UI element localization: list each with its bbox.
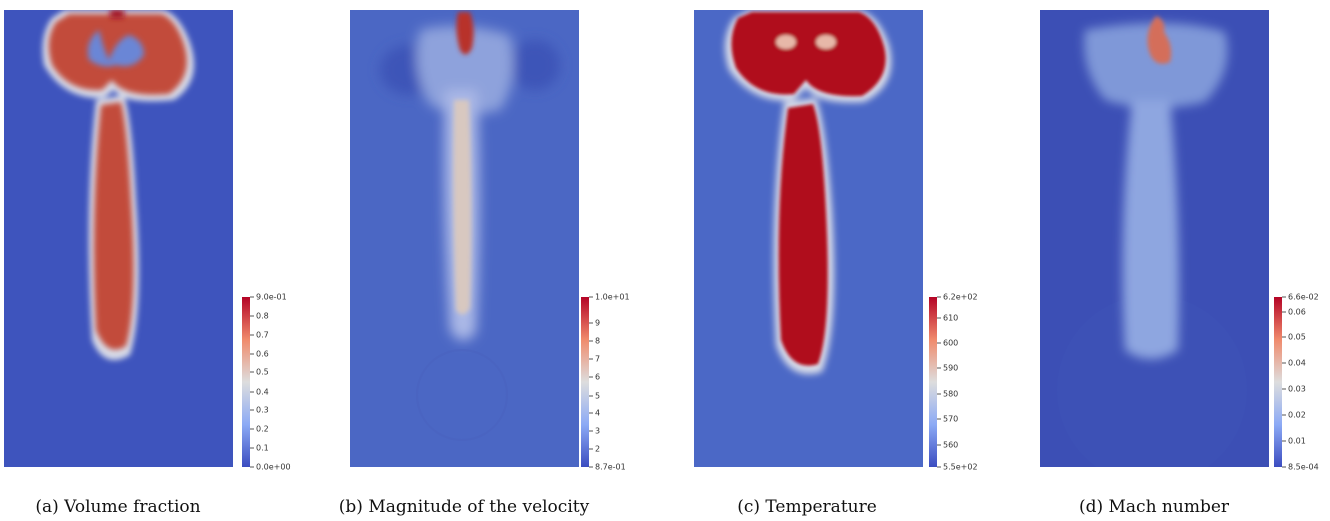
- volume-fraction-colorbar-ticks: 9.0e-01 0.8 0.7 0.6 0.5 0.4 0.3 0.2 0.1 …: [250, 293, 310, 472]
- temperature-colorbar: [929, 297, 937, 467]
- panel-volume-fraction: 9.0e-01 0.8 0.7 0.6 0.5 0.4 0.3 0.2 0.1 …: [0, 0, 332, 521]
- colorbar-tick: 0.01: [1282, 436, 1306, 445]
- colorbar-tick: 0.04: [1282, 359, 1306, 368]
- colorbar-tick: 6.2e+02: [937, 293, 978, 302]
- mach-number-colorbar: [1274, 297, 1282, 467]
- colorbar-tick: 0.06: [1282, 307, 1306, 316]
- colorbar-tick: 9: [589, 318, 600, 327]
- colorbar-tick: 0.2: [250, 425, 269, 434]
- colorbar-tick: 2: [589, 445, 600, 454]
- colorbar-tick: 0.03: [1282, 385, 1306, 394]
- colorbar-tick: 8: [589, 337, 600, 346]
- temperature-field-image: [694, 10, 923, 467]
- colorbar-tick: 8.7e-01: [589, 463, 626, 472]
- colorbar-tick: 0.05: [1282, 333, 1306, 342]
- colorbar-tick: 6.6e-02: [1282, 293, 1319, 302]
- colorbar-tick: 0.0e+00: [250, 463, 291, 472]
- velocity-magnitude-field-image: [350, 10, 579, 467]
- colorbar-tick: 0.5: [250, 368, 269, 377]
- panel-temperature: 6.2e+02 610 600 590 580 570 560 5.5e+02 …: [690, 0, 1022, 521]
- mach-number-colorbar-ticks: 6.6e-02 0.06 0.05 0.04 0.03 0.02 0.01 8.…: [1282, 293, 1330, 472]
- colorbar-tick: 4: [589, 409, 600, 418]
- velocity-magnitude-colorbar-ticks: 1.0e+01 9 8 7 6 5 4 3 2 8.7e-01: [589, 293, 649, 472]
- colorbar-tick: 5.5e+02: [937, 463, 978, 472]
- panel-velocity-magnitude: 1.0e+01 9 8 7 6 5 4 3 2 8.7e-01 (b) Magn…: [339, 0, 678, 521]
- colorbar-tick: 600: [937, 338, 958, 347]
- mach-number-field-image: [1040, 10, 1269, 467]
- caption-velocity-magnitude: (b) Magnitude of the velocity: [338, 497, 590, 517]
- colorbar-tick: 0.8: [250, 311, 269, 320]
- colorbar-tick: 560: [937, 440, 958, 449]
- colorbar-tick: 0.3: [250, 406, 269, 415]
- colorbar-tick: 0.1: [250, 444, 269, 453]
- colorbar-tick: 610: [937, 314, 958, 323]
- colorbar-tick: 580: [937, 389, 958, 398]
- colorbar-tick: 1.0e+01: [589, 293, 630, 302]
- colorbar-tick: 5: [589, 391, 600, 400]
- colorbar-tick: 0.4: [250, 387, 269, 396]
- caption-volume-fraction: (a) Volume fraction: [35, 497, 201, 517]
- colorbar-tick: 0.6: [250, 349, 269, 358]
- panel-mach-number: 6.6e-02 0.06 0.05 0.04 0.03 0.02 0.01 8.…: [1036, 0, 1330, 521]
- colorbar-tick: 0.02: [1282, 410, 1306, 419]
- caption-mach-number: (d) Mach number: [1078, 497, 1230, 517]
- caption-temperature: (c) Temperature: [737, 497, 877, 517]
- volume-fraction-field-image: [4, 10, 233, 467]
- colorbar-tick: 590: [937, 364, 958, 373]
- colorbar-tick: 0.7: [250, 330, 269, 339]
- temperature-colorbar-ticks: 6.2e+02 610 600 590 580 570 560 5.5e+02: [937, 293, 997, 472]
- colorbar-tick: 6: [589, 372, 600, 381]
- colorbar-tick: 3: [589, 427, 600, 436]
- colorbar-tick: 9.0e-01: [250, 293, 287, 302]
- velocity-magnitude-colorbar: [581, 297, 589, 467]
- volume-fraction-colorbar: [242, 297, 250, 467]
- colorbar-tick: 570: [937, 415, 958, 424]
- colorbar-tick: 8.5e-04: [1282, 463, 1319, 472]
- colorbar-tick: 7: [589, 355, 600, 364]
